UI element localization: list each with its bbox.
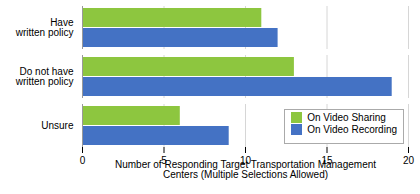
svg-text:Unsure: Unsure bbox=[41, 120, 74, 131]
html-text:On Video Sharing: On Video Sharing bbox=[307, 112, 386, 123]
svg-text:20: 20 bbox=[403, 155, 415, 166]
html-text:On Video Recording: On Video Recording bbox=[307, 124, 397, 135]
svg-text:Number of Responding Target Tr: Number of Responding Target Transportati… bbox=[115, 159, 376, 180]
svg-text:Do not havewritten policy: Do not havewritten policy bbox=[15, 66, 74, 87]
svg-text:0: 0 bbox=[80, 155, 86, 166]
svg-text:Havewritten policy: Havewritten policy bbox=[15, 17, 74, 38]
